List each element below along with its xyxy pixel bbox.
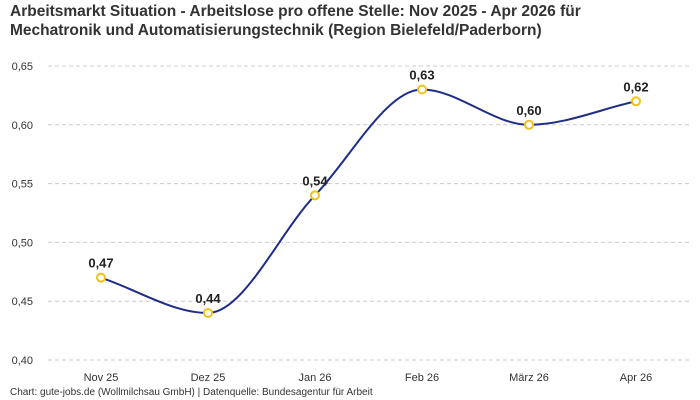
y-tick-label: 0,40 bbox=[12, 355, 33, 367]
y-tick-label: 0,60 bbox=[12, 120, 33, 132]
series-line bbox=[100, 88, 637, 314]
data-label: 0,44 bbox=[195, 291, 221, 306]
data-point-marker bbox=[524, 119, 534, 130]
x-axis: Nov 25 Dez 25 Jan 26 Feb 26 März 26 Apr 26 bbox=[84, 372, 653, 384]
chart-source-footer: Chart: gute-jobs.de (Wollmilchsau GmbH) … bbox=[10, 387, 373, 398]
x-tick-label: Dez 25 bbox=[191, 372, 226, 384]
chart-title: Arbeitsmarkt Situation - Arbeitslose pro… bbox=[10, 2, 695, 40]
y-tick-label: 0,50 bbox=[12, 237, 33, 249]
data-point-marker bbox=[310, 190, 320, 201]
data-point-marker bbox=[417, 84, 427, 95]
x-tick-label: Jan 26 bbox=[298, 372, 331, 384]
x-tick-label: März 26 bbox=[509, 372, 549, 384]
data-label: 0,54 bbox=[302, 173, 328, 188]
x-tick-label: Apr 26 bbox=[620, 372, 652, 384]
data-point-marker bbox=[631, 96, 641, 107]
chart-title-line-2: Mechatronik und Automatisierungstechnik … bbox=[10, 22, 542, 39]
data-labels: 0,47 0,44 0,54 0,63 0,60 0,62 bbox=[88, 68, 648, 306]
data-label: 0,63 bbox=[409, 68, 434, 83]
data-point-marker bbox=[96, 272, 106, 283]
x-tick-label: Nov 25 bbox=[84, 372, 119, 384]
data-points bbox=[96, 84, 641, 318]
y-axis: 0,40 0,45 0,50 0,55 0,60 0,65 bbox=[12, 61, 33, 367]
y-tick-label: 0,65 bbox=[12, 61, 33, 73]
y-tick-label: 0,55 bbox=[12, 179, 33, 191]
data-point-marker bbox=[203, 307, 213, 318]
series-line-group bbox=[100, 88, 637, 314]
data-label: 0,47 bbox=[88, 256, 113, 271]
data-label: 0,62 bbox=[623, 79, 648, 94]
y-tick-label: 0,45 bbox=[12, 296, 33, 308]
gridlines bbox=[48, 65, 692, 361]
chart-title-line-1: Arbeitsmarkt Situation - Arbeitslose pro… bbox=[10, 3, 581, 20]
x-tick-label: Feb 26 bbox=[405, 372, 439, 384]
data-label: 0,60 bbox=[516, 103, 541, 118]
